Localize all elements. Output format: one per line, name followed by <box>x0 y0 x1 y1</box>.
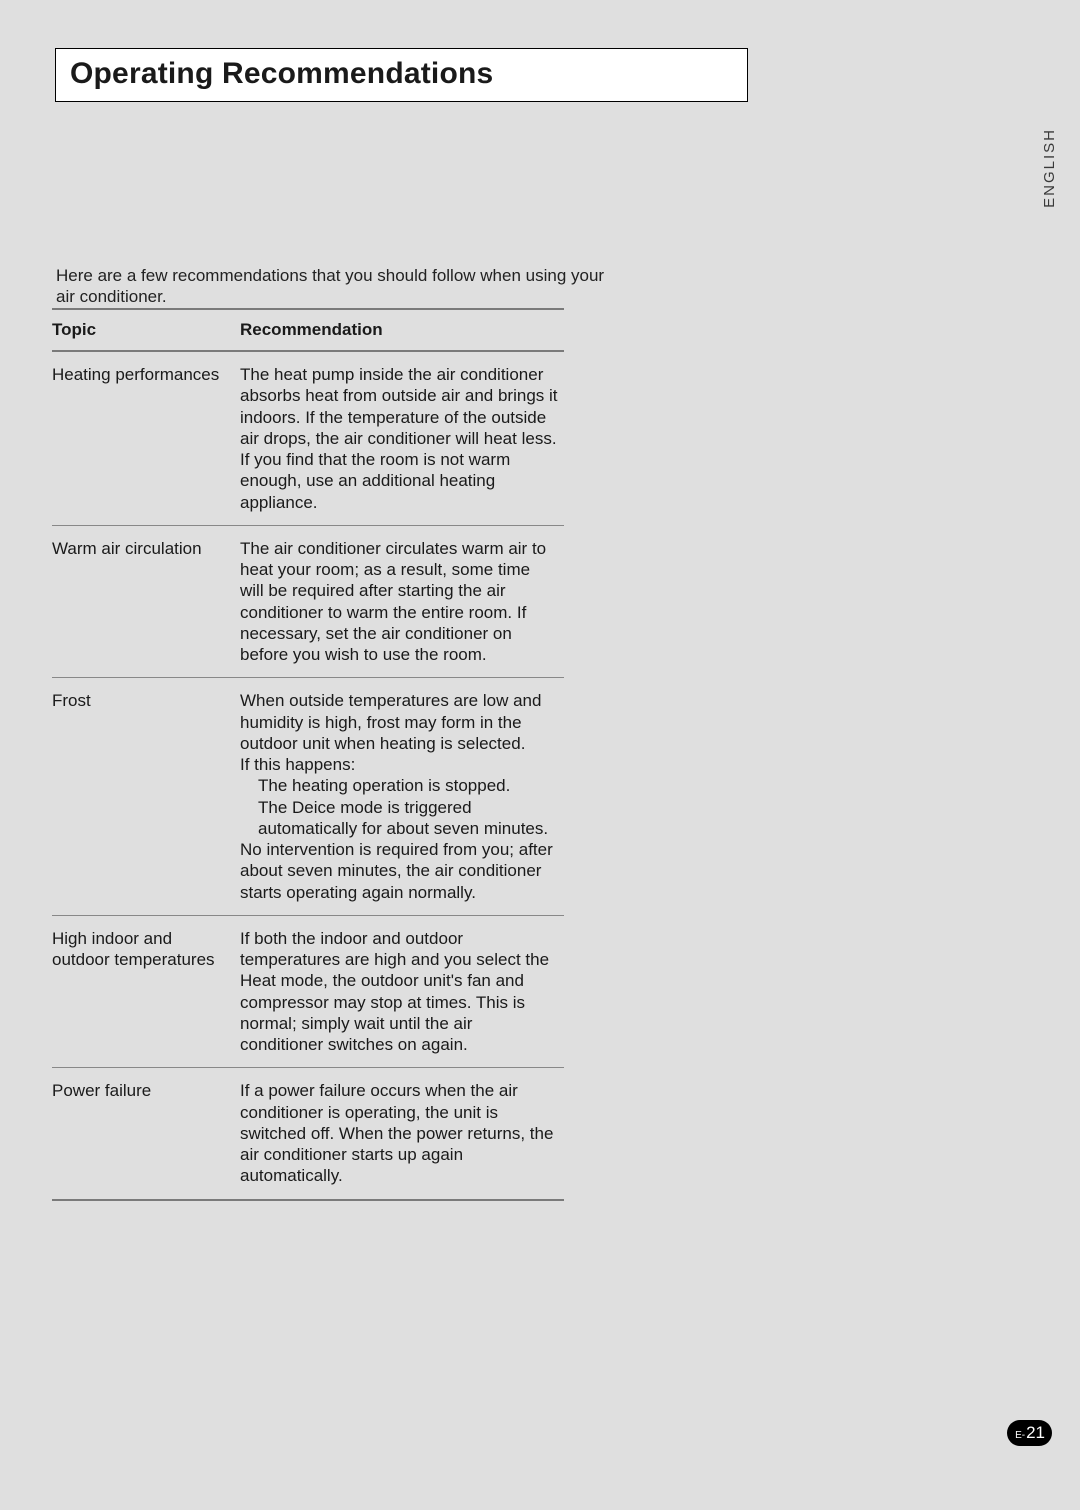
language-tab: ENGLISH <box>1041 128 1058 208</box>
page-number-badge: E-21 <box>1007 1420 1052 1446</box>
recommendation-cell: If both the indoor and outdoor temperatu… <box>240 915 564 1068</box>
recommendation-cell: When outside temperatures are low and hu… <box>240 678 564 916</box>
page-number-oval: E-21 <box>1007 1420 1052 1446</box>
table-row: High indoor and outdoor temperatures If … <box>52 915 564 1068</box>
topic-cell: Frost <box>52 678 240 916</box>
header-recommendation: Recommendation <box>240 309 564 351</box>
intro-text: Here are a few recommendations that you … <box>56 265 616 308</box>
rec-sub: The heating operation is stopped. <box>240 775 558 796</box>
table-row: Frost When outside temperatures are low … <box>52 678 564 916</box>
topic-cell: Power failure <box>52 1068 240 1200</box>
rec-sub: The Deice mode is triggered automaticall… <box>240 797 558 840</box>
topic-cell: Heating performances <box>52 351 240 525</box>
recommendation-cell: The air conditioner circulates warm air … <box>240 525 564 678</box>
table-row: Power failure If a power failure occurs … <box>52 1068 564 1200</box>
rec-pre: When outside temperatures are low and hu… <box>240 691 541 774</box>
section-title: Operating Recommendations <box>70 57 733 91</box>
manual-page: Operating Recommendations ENGLISH Here a… <box>0 0 1080 1510</box>
table-header-row: Topic Recommendation <box>52 309 564 351</box>
page-number-value: 21 <box>1026 1423 1045 1443</box>
rec-post: No intervention is required from you; af… <box>240 840 553 902</box>
recommendations-table: Topic Recommendation Heating performance… <box>52 308 564 1201</box>
section-title-box: Operating Recommendations <box>55 48 748 102</box>
recommendation-cell: The heat pump inside the air conditioner… <box>240 351 564 525</box>
page-number-prefix: E- <box>1015 1430 1025 1441</box>
recommendation-cell: If a power failure occurs when the air c… <box>240 1068 564 1200</box>
header-topic: Topic <box>52 309 240 351</box>
table-row: Warm air circulation The air conditioner… <box>52 525 564 678</box>
table-row: Heating performances The heat pump insid… <box>52 351 564 525</box>
topic-cell: Warm air circulation <box>52 525 240 678</box>
topic-cell: High indoor and outdoor temperatures <box>52 915 240 1068</box>
